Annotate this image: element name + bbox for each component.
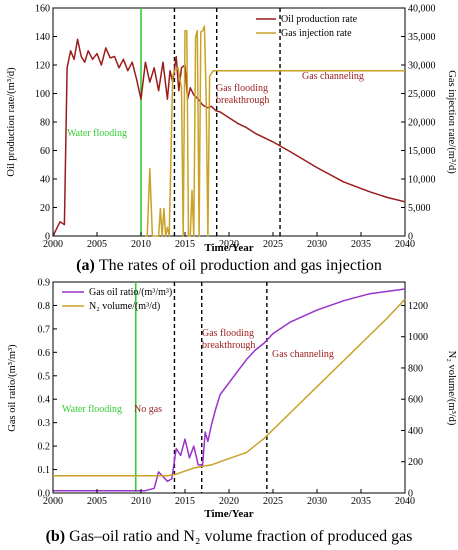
x-tick-label: 2035 — [351, 496, 371, 507]
x-axis-ticks: 2000 2005 2010 2015 2020 2025 2030 2035 2040 — [43, 232, 415, 250]
y2-tick-label: 0 — [408, 489, 413, 500]
caption-a-letter: (a) — [76, 257, 95, 274]
y-tick-label: 0.8 — [38, 301, 51, 312]
x-tick-label: 2010 — [131, 496, 151, 507]
series-group — [53, 288, 406, 492]
x-tick-label: 2035 — [351, 239, 371, 250]
plot-frame — [52, 281, 406, 494]
y2-tick-label: 40,000 — [408, 4, 436, 15]
y-tick-label: 120 — [35, 61, 50, 72]
y2-axis-label: Gas injection rate/(m³/d) — [446, 70, 457, 174]
annotation-breakthrough: breakthrough — [202, 340, 255, 351]
legend-label-oil: Oil production rate — [281, 14, 358, 25]
x-tick-label: 2015 — [175, 496, 195, 507]
y2-axis-ticks: 0 200 400 600 800 1000 1200 — [401, 301, 428, 500]
x-tick-label: 2005 — [87, 239, 107, 250]
x-tick-label: 2005 — [87, 496, 107, 507]
y2-tick-label: 800 — [408, 363, 423, 374]
legend: Gas oil ratio/(m³/m³) N₂ volume/(m³/d) — [62, 287, 172, 312]
legend-label-n2: N₂ volume/(m³/d) — [89, 301, 160, 312]
x-tick-label: 2000 — [43, 239, 63, 250]
annotation-water-flooding: Water flooding — [67, 128, 127, 139]
annotation-breakthrough: breakthrough — [216, 95, 269, 106]
y2-tick-label: 1200 — [408, 301, 428, 312]
caption-b-text: Gas–oil ratio and N₂ volume fraction of … — [69, 528, 412, 545]
y2-tick-label: 10,000 — [408, 175, 436, 186]
y2-tick-label: 200 — [408, 457, 423, 468]
x-tick-label: 2040 — [395, 239, 415, 250]
y-axis-label: Gas oil ratio/(m³/m³) — [7, 344, 18, 432]
y2-tick-label: 5,000 — [408, 203, 431, 214]
y-tick-label: 60 — [40, 146, 50, 157]
x-tick-label: 2030 — [307, 496, 327, 507]
y-tick-label: 140 — [35, 32, 50, 43]
annotation-gas-flooding: Gas flooding — [202, 328, 254, 339]
series-line-gas-injection-rate — [145, 25, 405, 237]
x-tick-label: 2025 — [263, 496, 283, 507]
y-tick-label: 0.6 — [38, 348, 51, 359]
x-axis-label: Time/Year — [204, 508, 253, 520]
y-tick-label: 0.1 — [38, 465, 51, 476]
y-tick-label: 100 — [35, 89, 50, 100]
series-line-n-volume-m-d — [53, 298, 406, 477]
caption-a-text: The rates of oil production and gas inje… — [99, 257, 382, 274]
caption-b: (b) Gas–oil ratio and N₂ volume fraction … — [46, 528, 413, 545]
y-tick-label: 0 — [45, 232, 50, 243]
y2-tick-label: 20,000 — [408, 118, 436, 129]
x-axis-ticks: 2000 2005 2010 2015 2020 2025 2030 2035 2040 — [43, 489, 415, 507]
y-tick-label: 160 — [35, 4, 50, 15]
x-tick-label: 2020 — [219, 496, 239, 507]
y-axis-ticks: 0 20 40 60 80 100 120 140 160 — [35, 4, 57, 243]
annotation-gas-channeling: Gas channeling — [302, 71, 364, 82]
x-tick-label: 2030 — [307, 239, 327, 250]
phase-divider-lines — [140, 8, 281, 236]
chart-b: 2000 2005 2010 2015 2020 2025 2030 2035 2040 0.0… — [7, 278, 457, 546]
annotation-water-flooding: Water flooding — [62, 404, 122, 415]
y-axis-ticks: 0.0 0.1 0.2 0.3 0.4 0.5 0.6 0.7 0.8 0.9 — [38, 278, 57, 500]
x-tick-label: 2040 — [395, 496, 415, 507]
legend-label-gas: Gas injection rate — [281, 28, 352, 39]
series-line-oil-production-rate — [52, 38, 406, 237]
annotation-gas-channeling: Gas channeling — [272, 349, 334, 360]
y-tick-label: 0.3 — [38, 418, 51, 429]
x-tick-label: 2020 — [219, 239, 239, 250]
plot-frame — [52, 7, 406, 237]
y2-tick-label: 600 — [408, 395, 423, 406]
series-group — [52, 25, 406, 237]
y-tick-label: 0.7 — [38, 324, 51, 335]
chart-a: 2000 2005 2010 2015 2020 2025 2030 2035 2040 020… — [6, 4, 457, 275]
x-tick-label: 2015 — [175, 239, 195, 250]
legend: Oil production rate Gas injection rate — [256, 14, 358, 39]
y-tick-label: 0.4 — [38, 395, 51, 406]
annotation-gas-flooding: Gas flooding — [216, 83, 268, 94]
y2-axis-ticks: 0 5,000 10,000 15,000 20,000 25,000 30,000 35,0… — [401, 4, 436, 243]
y-axis-label: Oil production rate/(m³/d) — [6, 67, 17, 177]
annotation-no-gas: No gas — [134, 404, 162, 415]
y-tick-label: 0.2 — [38, 442, 51, 453]
y2-tick-label: 1000 — [408, 332, 428, 343]
y2-tick-label: 35,000 — [408, 32, 436, 43]
y2-tick-label: 15,000 — [408, 146, 436, 157]
series-line-gas-oil-ratio-m-m — [53, 288, 406, 492]
x-tick-label: 2000 — [43, 496, 63, 507]
x-tick-label: 2025 — [263, 239, 283, 250]
y2-tick-label: 0 — [408, 232, 413, 243]
y-tick-label: 0.5 — [38, 371, 51, 382]
caption-b-letter: (b) — [46, 528, 66, 545]
y-tick-label: 0.0 — [38, 489, 51, 500]
x-tick-label: 2010 — [131, 239, 151, 250]
y2-tick-label: 400 — [408, 426, 423, 437]
y-tick-label: 0.9 — [38, 278, 51, 289]
y2-tick-label: 30,000 — [408, 61, 436, 72]
y-tick-label: 20 — [40, 203, 50, 214]
y2-axis-label: N₂ volume/(m³/d) — [446, 351, 457, 426]
y2-tick-label: 25,000 — [408, 89, 436, 100]
y-tick-label: 80 — [40, 118, 50, 129]
x-axis-label: Time/Year — [204, 242, 253, 254]
y-tick-label: 40 — [40, 175, 50, 186]
legend-label-gor: Gas oil ratio/(m³/m³) — [89, 287, 172, 298]
phase-divider-lines — [134, 282, 268, 493]
caption-a: (a) The rates of oil production and gas i… — [76, 257, 382, 274]
